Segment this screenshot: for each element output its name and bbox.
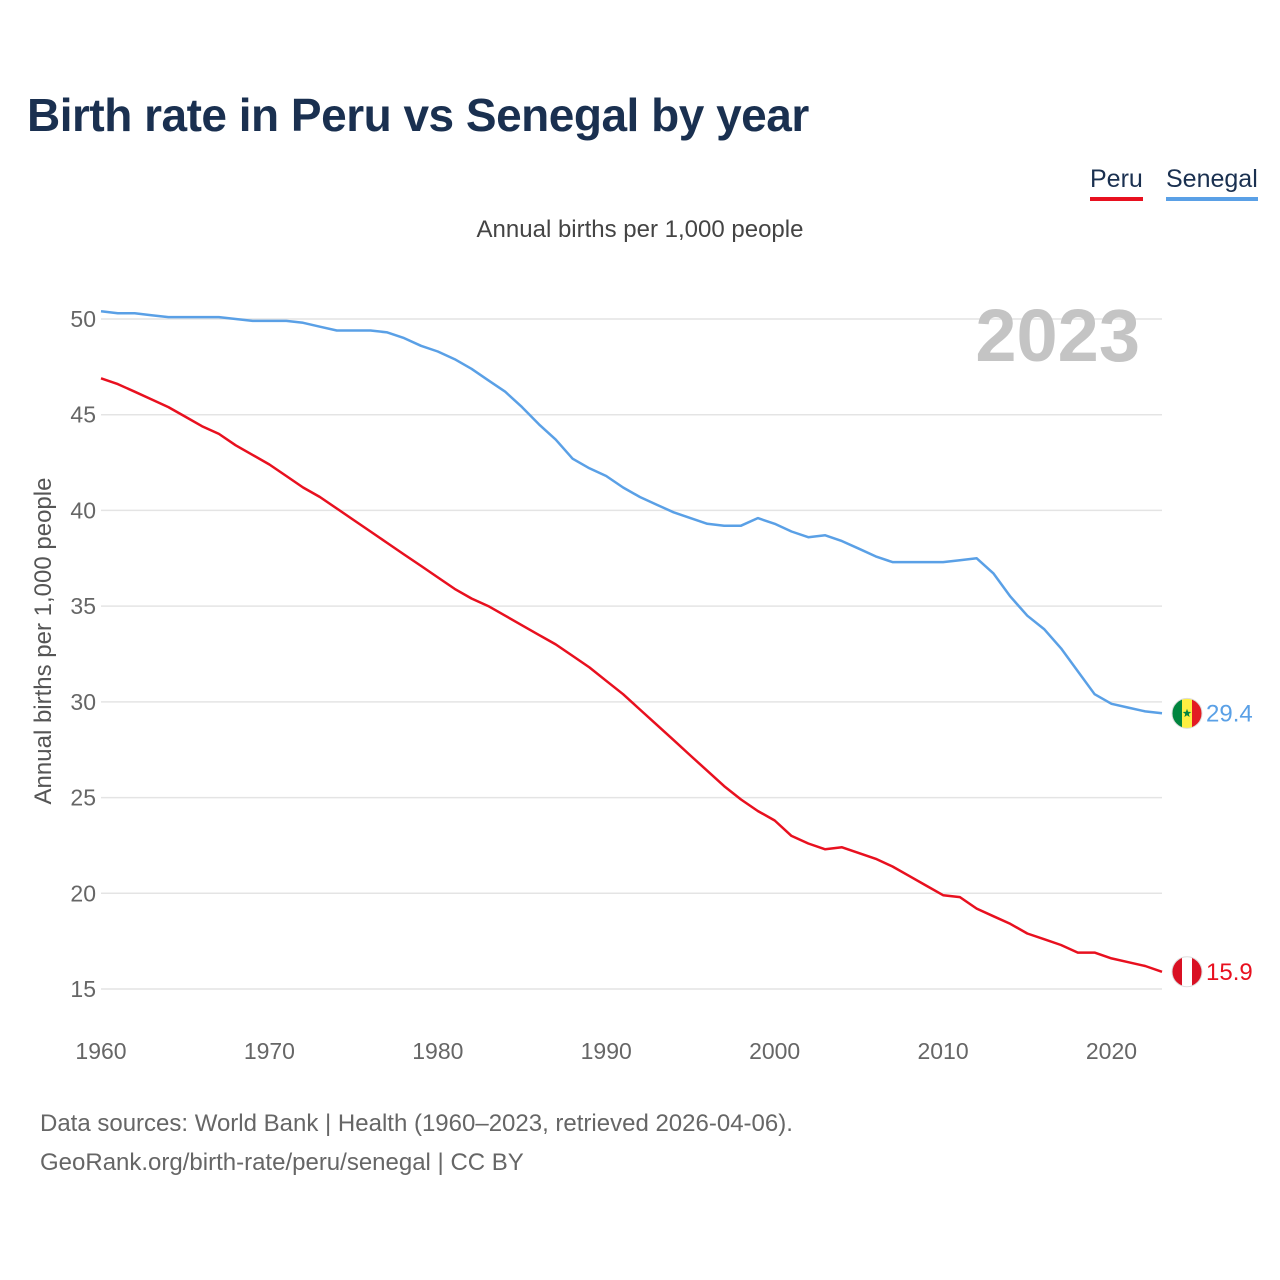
legend-item-senegal[interactable]: Senegal bbox=[1166, 165, 1258, 201]
year-label: 2023 bbox=[975, 294, 1140, 377]
x-tick-label: 1960 bbox=[75, 1038, 126, 1064]
chart-subtitle: Annual births per 1,000 people bbox=[476, 216, 804, 243]
gridlines bbox=[101, 318, 1162, 990]
footer-link[interactable]: GeoRank.org/birth-rate/peru/senegal | CC… bbox=[40, 1149, 524, 1176]
y-tick-label: 15 bbox=[70, 976, 96, 1002]
series-lines bbox=[100, 310, 1163, 973]
end-value-label-peru: 15.9 bbox=[1206, 959, 1253, 986]
x-tick-label: 1980 bbox=[412, 1038, 463, 1064]
legend-item-peru[interactable]: Peru bbox=[1090, 165, 1143, 201]
y-axis-ticks: 15 20 25 30 35 40 45 50 bbox=[70, 306, 96, 1002]
x-axis-ticks: 1960 1970 1980 1990 2000 2010 2020 bbox=[75, 1038, 1137, 1064]
series-line-senegal[interactable] bbox=[100, 310, 1163, 715]
y-tick-label: 50 bbox=[70, 306, 96, 332]
x-tick-label: 1990 bbox=[581, 1038, 632, 1064]
x-tick-label: 2000 bbox=[749, 1038, 800, 1064]
x-tick-label: 2010 bbox=[917, 1038, 968, 1064]
x-tick-label: 1970 bbox=[244, 1038, 295, 1064]
x-tick-label: 2020 bbox=[1086, 1038, 1137, 1064]
y-tick-label: 30 bbox=[70, 689, 96, 715]
series-line-peru[interactable] bbox=[100, 377, 1163, 973]
end-markers: 15.9 29.4 bbox=[1171, 697, 1253, 988]
y-tick-label: 40 bbox=[70, 497, 96, 523]
flag-icon-peru bbox=[1171, 956, 1203, 988]
footer-sources: Data sources: World Bank | Health (1960–… bbox=[40, 1110, 793, 1137]
end-value-label-senegal: 29.4 bbox=[1206, 700, 1253, 727]
chart-title: Birth rate in Peru vs Senegal by year bbox=[27, 89, 809, 141]
y-tick-label: 25 bbox=[70, 785, 96, 811]
y-axis-label: Annual births per 1,000 people bbox=[30, 478, 57, 805]
y-tick-label: 35 bbox=[70, 593, 96, 619]
y-tick-label: 20 bbox=[70, 880, 96, 906]
y-tick-label: 45 bbox=[70, 402, 96, 428]
flag-icon-senegal bbox=[1171, 697, 1203, 729]
footer: Data sources: World Bank | Health (1960–… bbox=[40, 1104, 793, 1182]
